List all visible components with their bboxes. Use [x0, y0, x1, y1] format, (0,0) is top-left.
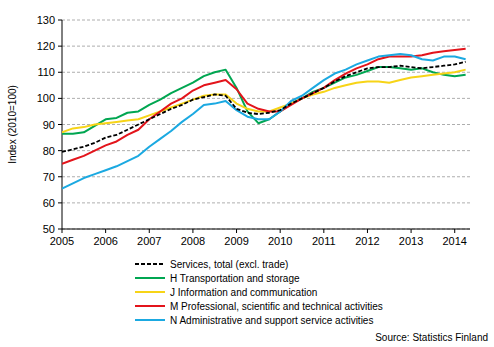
grid-line	[62, 46, 470, 47]
x-tick	[367, 229, 368, 233]
legend-label: M Professional, scientific and technical…	[170, 301, 383, 312]
x-tick	[323, 229, 324, 233]
chart: 50 60 70 80 90 100 110 120 130 2005 2006 2007 2008 20…	[0, 0, 494, 347]
y-tick	[58, 72, 62, 73]
grid-line	[62, 202, 470, 203]
x-tick-label: 2013	[399, 235, 423, 247]
legend-swatch	[135, 305, 165, 307]
legend-swatch	[135, 291, 165, 293]
y-tick-label: 60	[43, 197, 55, 209]
series-line	[62, 54, 466, 189]
x-axis	[62, 229, 470, 230]
grid-line	[62, 229, 470, 230]
series-line	[62, 49, 466, 164]
y-axis-label: Index (2010=100)	[7, 85, 18, 164]
y-tick-label: 70	[43, 171, 55, 183]
legend-label: J Information and communication	[170, 287, 317, 298]
grid-line	[62, 176, 470, 177]
y-tick-label: 100	[37, 92, 55, 104]
x-tick	[149, 229, 150, 233]
legend-label: N Administrative and support service act…	[170, 315, 373, 326]
legend-label: H Transportation and storage	[170, 273, 300, 284]
y-tick-label: 130	[37, 14, 55, 26]
y-tick-label: 80	[43, 145, 55, 157]
y-tick-label: 90	[43, 119, 55, 131]
x-tick-label: 2009	[224, 235, 248, 247]
series-line	[62, 67, 466, 134]
y-tick	[58, 176, 62, 177]
y-tick-label: 50	[43, 223, 55, 235]
x-tick	[236, 229, 237, 233]
x-tick	[192, 229, 193, 233]
grid-line	[62, 72, 470, 73]
legend-swatch	[135, 263, 165, 265]
x-tick	[411, 229, 412, 233]
y-tick	[58, 98, 62, 99]
grid-line	[62, 98, 470, 99]
legend-label: Services, total (excl. trade)	[170, 259, 288, 270]
y-tick	[58, 124, 62, 125]
x-tick	[280, 229, 281, 233]
grid-line	[62, 124, 470, 125]
plot-lines	[62, 49, 466, 189]
series-line	[62, 70, 466, 133]
legend-swatch	[135, 319, 165, 321]
grid-line	[62, 20, 470, 21]
x-tick-label: 2008	[181, 235, 205, 247]
y-tick-label: 110	[37, 66, 55, 78]
y-tick	[58, 20, 62, 21]
y-tick	[58, 202, 62, 203]
y-tick	[58, 46, 62, 47]
x-tick-label: 2011	[312, 235, 336, 247]
source: Source: Statistics Finland	[375, 332, 488, 343]
y-tick	[58, 150, 62, 151]
x-tick	[105, 229, 106, 233]
grid-line	[62, 150, 470, 151]
x-tick	[454, 229, 455, 233]
legend-swatch	[135, 277, 165, 279]
x-tick-label: 2014	[442, 235, 466, 247]
series-line	[62, 62, 466, 152]
x-tick-label: 2005	[50, 235, 74, 247]
x-tick-label: 2007	[137, 235, 161, 247]
x-tick-label: 2010	[268, 235, 292, 247]
x-tick-label: 2012	[355, 235, 379, 247]
x-tick	[62, 229, 63, 233]
y-axis	[62, 20, 63, 229]
y-tick-label: 120	[37, 40, 55, 52]
y-tick	[58, 229, 62, 230]
x-tick-label: 2006	[93, 235, 117, 247]
